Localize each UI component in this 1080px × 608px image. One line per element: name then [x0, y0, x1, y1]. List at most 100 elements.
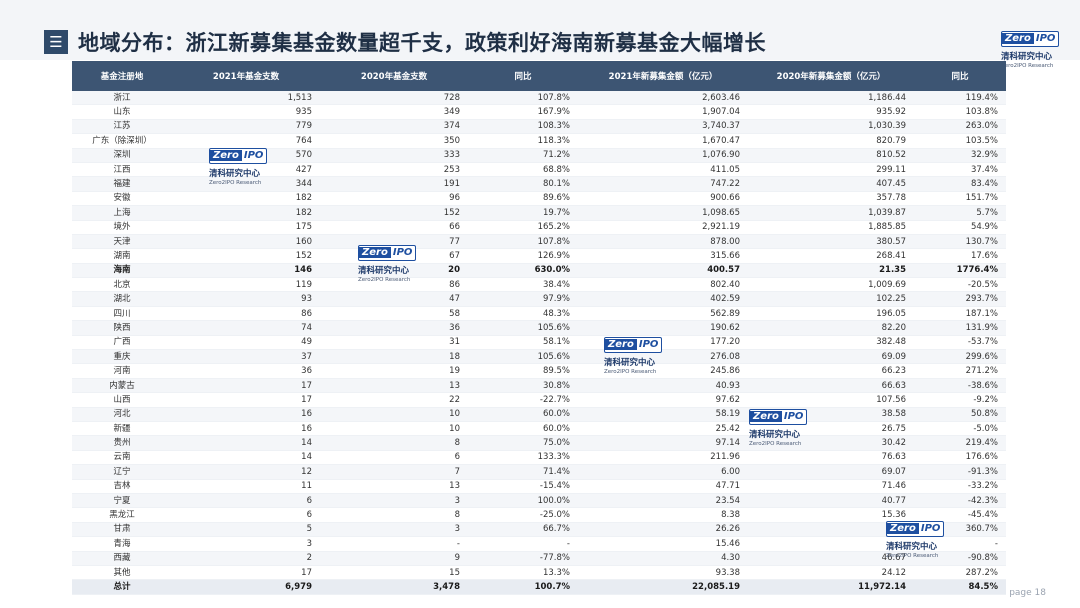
table-row: 河南 36 19 89.5% 245.86 66.23 271.2% [72, 363, 1006, 379]
table-cell: 58.1% [468, 335, 578, 351]
table-cell: 58 [320, 306, 468, 322]
table-cell: 76.63 [748, 450, 914, 466]
table-cell: -53.7% [914, 335, 1006, 351]
table-row: 其他 17 15 13.3% 93.38 24.12 287.2% [72, 565, 1006, 581]
table-cell: 100.0% [468, 493, 578, 509]
table-cell: 6 [172, 493, 320, 509]
table-cell: - [468, 536, 578, 552]
table-row: 西藏 2 9 -77.8% 4.30 46.67 -90.8% [72, 551, 1006, 566]
table-cell: 133.3% [468, 450, 578, 466]
menu-icon[interactable]: ☰ [44, 30, 68, 54]
table-row: 四川 86 58 48.3% 562.89 196.05 187.1% [72, 306, 1006, 322]
table-cell: 299.11 [748, 162, 914, 178]
table-cell: 105.6% [468, 320, 578, 336]
table-cell: 747.22 [578, 176, 748, 192]
table-cell: 河南 [72, 363, 172, 379]
table-cell: 1,186.44 [748, 91, 914, 106]
table-cell: 427 [172, 162, 320, 178]
table-cell: 吉林 [72, 479, 172, 494]
table-total-row: 总计 6,979 3,478 100.7% 22,085.19 11,972.14 84.5… [72, 579, 1006, 595]
page-number: page 18 [1009, 588, 1046, 598]
table-cell: 8 [320, 507, 468, 523]
table-cell: 8.38 [578, 507, 748, 523]
table-cell: 19.7% [468, 205, 578, 221]
table-cell: 219.4% [914, 435, 1006, 451]
table-cell: 97.62 [578, 392, 748, 408]
table-cell: 382.48 [748, 335, 914, 351]
table-cell: 86 [172, 306, 320, 322]
table-cell: 25.42 [578, 421, 748, 437]
table-cell: 402.59 [578, 291, 748, 307]
table-cell: 66.63 [748, 378, 914, 394]
table-cell: 22 [320, 392, 468, 408]
table-cell: 58.19 [578, 407, 748, 422]
table-cell: 6 [172, 507, 320, 523]
table-cell: 6,979 [172, 579, 320, 595]
table-cell: 108.3% [468, 119, 578, 135]
table-cell: 贵州 [72, 435, 172, 451]
table-cell: 7 [320, 464, 468, 480]
table-cell: 60.0% [468, 407, 578, 422]
table-cell: 146 [172, 263, 320, 279]
table-cell: 21.35 [748, 263, 914, 279]
table-row: 贵州 14 8 75.0% 97.14 30.42 219.4% [72, 435, 1006, 451]
table-row: 广西 49 31 58.1% 177.20 382.48 -53.7% [72, 335, 1006, 351]
table-cell: 103.5% [914, 133, 1006, 149]
table-cell: 69.07 [748, 464, 914, 480]
table-cell: 3 [320, 522, 468, 538]
table-cell: 1,076.90 [578, 148, 748, 163]
table-cell: 315.66 [578, 248, 748, 264]
table-row: 宁夏 6 3 100.0% 23.54 40.77 -42.3% [72, 493, 1006, 509]
table-cell: - [320, 536, 468, 552]
table-cell: -38.6% [914, 378, 1006, 394]
table-row: 广东（除深圳） 764 350 118.3% 1,670.47 820.79 103.5% [72, 133, 1006, 149]
table-row: 山西 17 22 -22.7% 97.62 107.56 -9.2% [72, 392, 1006, 408]
table-cell: 31 [320, 335, 468, 351]
table-cell: 深圳 [72, 148, 172, 163]
table-cell: 86 [320, 277, 468, 293]
table-cell: 17 [172, 378, 320, 394]
table-row: 上海 182 152 19.7% 1,098.65 1,039.87 5.7% [72, 205, 1006, 221]
fund-region-table: 基金注册地 2021年基金支数 2020年基金支数 同比 2021年新募集金额（… [72, 61, 1006, 595]
table-cell: 357.78 [748, 191, 914, 207]
table-cell: 9 [320, 551, 468, 566]
table-cell: 1,098.65 [578, 205, 748, 221]
table-cell: -42.3% [914, 493, 1006, 509]
table-cell: 18 [320, 349, 468, 365]
table-cell: 1776.4% [914, 263, 1006, 279]
table-row: 天津 160 77 107.8% 878.00 380.57 130.7% [72, 234, 1006, 250]
table-cell: 40.77 [748, 493, 914, 509]
table-cell: 196.05 [748, 306, 914, 322]
table-cell: 6 [320, 450, 468, 466]
table-row: 浙江 1,513 728 107.8% 2,603.46 1,186.44 119.4% [72, 91, 1006, 106]
table-cell: 黑龙江 [72, 507, 172, 523]
table-row: 福建 344 191 80.1% 747.22 407.45 83.4% [72, 176, 1006, 192]
watermark-logo: Zero IPO 清科研究中心 Zero2IPO Research [358, 240, 417, 283]
table-cell: -90.8% [914, 551, 1006, 566]
table-cell: 14 [172, 450, 320, 466]
table-cell: 374 [320, 119, 468, 135]
table-cell: 160 [172, 234, 320, 250]
table-cell: 299.6% [914, 349, 1006, 365]
table-cell: 119.4% [914, 91, 1006, 106]
table-cell: 66 [320, 220, 468, 235]
table-cell: 重庆 [72, 349, 172, 365]
table-cell: 83.4% [914, 176, 1006, 192]
table-cell: 青海 [72, 536, 172, 552]
table-cell: 湖北 [72, 291, 172, 307]
table-cell: 93 [172, 291, 320, 307]
table-cell: 5.7% [914, 205, 1006, 221]
table-cell: 福建 [72, 176, 172, 192]
zero2ipo-logo: Zero IPO 清科研究中心 Zero2IPO Research [1001, 26, 1060, 69]
table-cell: -15.4% [468, 479, 578, 494]
table-cell: 93.38 [578, 565, 748, 581]
table-cell: 20 [320, 263, 468, 279]
table-cell: 900.66 [578, 191, 748, 207]
table-cell: 12 [172, 464, 320, 480]
table-row: 新疆 16 10 60.0% 25.42 26.75 -5.0% [72, 421, 1006, 437]
table-cell: 15.36 [748, 507, 914, 523]
table-cell: 728 [320, 91, 468, 106]
table-cell: 海南 [72, 263, 172, 279]
table-cell: 105.6% [468, 349, 578, 365]
table-cell: 182 [172, 205, 320, 221]
